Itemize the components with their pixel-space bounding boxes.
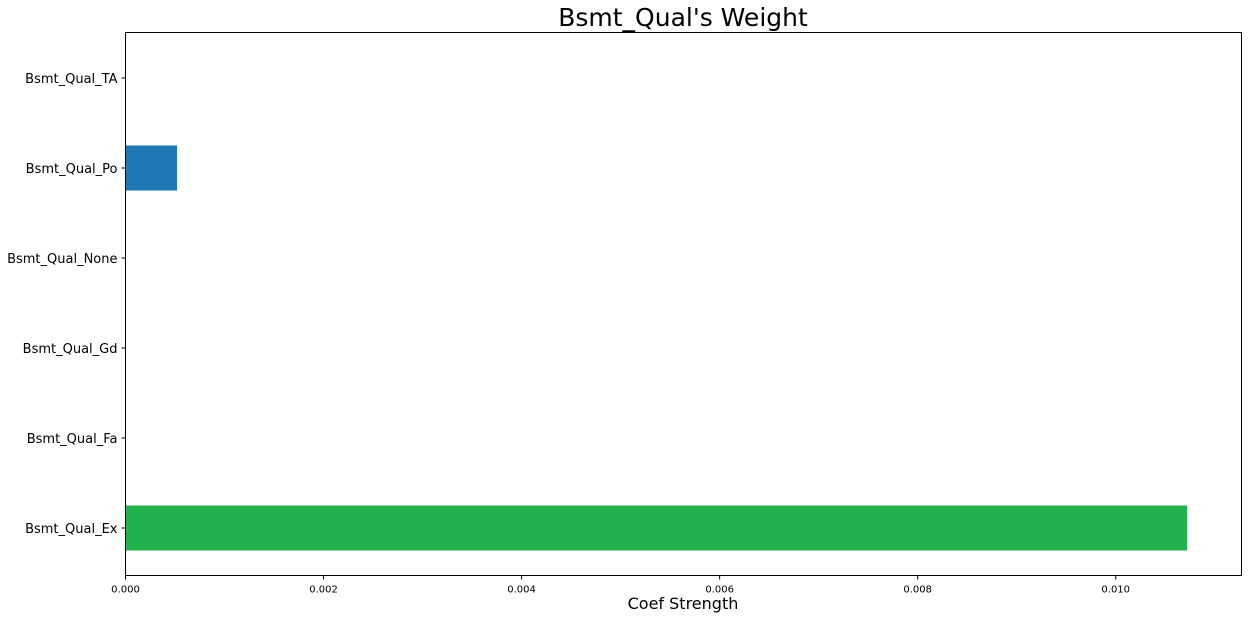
chart-title: Bsmt_Qual's Weight (558, 3, 808, 32)
bar-Bsmt_Qual_Ex (125, 505, 1188, 551)
x-tick-label: 0.010 (1101, 585, 1130, 596)
y-tick-label: Bsmt_Qual_Po (26, 162, 118, 177)
y-tick-label: Bsmt_Qual_TA (25, 72, 117, 87)
x-tick-label: 0.000 (111, 585, 140, 596)
x-axis: 0.000 0.002 0.004 0.006 0.008 0.010 (111, 575, 1130, 596)
y-tick-label: Bsmt_Qual_Fa (27, 432, 118, 447)
x-axis-label: Coef Strength (628, 594, 739, 613)
y-tick-label: Bsmt_Qual_None (7, 252, 117, 267)
x-tick-label: 0.008 (903, 585, 932, 596)
plot-frame (125, 32, 1242, 576)
bars-group (125, 145, 1188, 551)
x-tick-label: 0.006 (705, 585, 734, 596)
x-tick-label: 0.004 (507, 585, 536, 596)
y-tick-label: Bsmt_Qual_Ex (25, 522, 118, 537)
bar-Bsmt_Qual_Po (125, 145, 177, 191)
x-tick-label: 0.002 (309, 585, 338, 596)
y-axis: Bsmt_Qual_Ex Bsmt_Qual_Fa Bsmt_Qual_Gd Bsmt… (7, 72, 126, 537)
y-tick-label: Bsmt_Qual_Gd (23, 342, 118, 357)
